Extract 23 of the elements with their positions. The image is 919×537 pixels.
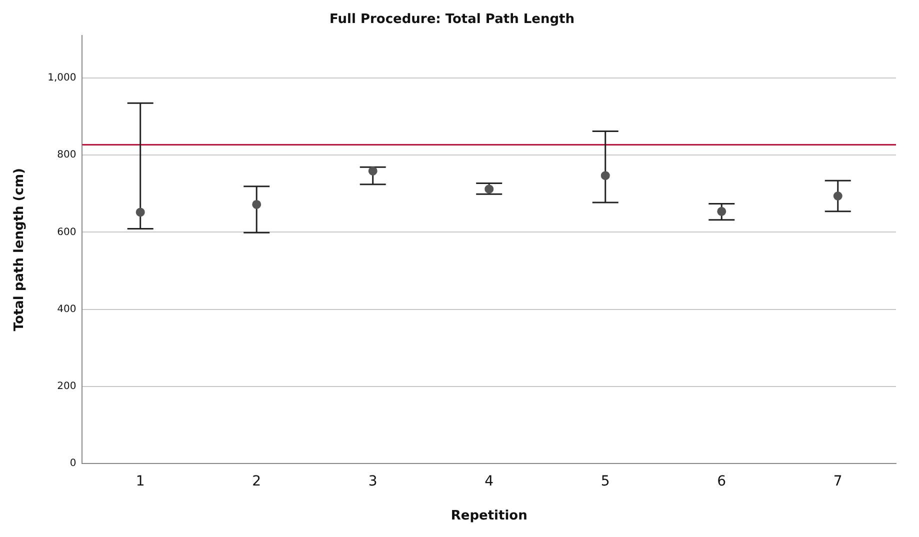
- x-tick-label: 3: [368, 474, 378, 490]
- y-tick-label: 400: [57, 304, 76, 315]
- x-axis-title: Repetition: [450, 508, 528, 524]
- point: [136, 208, 145, 217]
- point: [368, 166, 378, 176]
- y-tick-label: 800: [57, 150, 76, 161]
- y-tick-label: 0: [70, 458, 76, 470]
- x-tick-label: 5: [600, 474, 610, 490]
- y-tick-label: 200: [57, 381, 76, 392]
- x-tick-label: 1: [136, 474, 145, 490]
- y-tick-label: 600: [57, 226, 76, 238]
- point: [484, 184, 494, 194]
- point: [252, 200, 262, 209]
- x-tick-label: 4: [484, 474, 494, 490]
- chart-title: Full Procedure: Total Path Length: [330, 12, 574, 28]
- x-tick-label: 7: [833, 474, 842, 490]
- y-axis-title: Total path length (cm): [12, 168, 28, 332]
- point: [717, 206, 726, 216]
- x-tick-label: 6: [717, 474, 726, 490]
- y-tick-label: 1,000: [48, 72, 76, 84]
- point: [600, 171, 610, 180]
- x-tick-label: 2: [252, 474, 262, 490]
- point: [833, 192, 842, 201]
